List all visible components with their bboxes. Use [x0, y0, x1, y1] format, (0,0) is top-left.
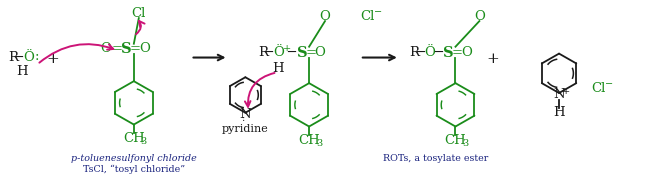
Text: ─: ─	[287, 46, 295, 59]
Text: O: O	[461, 46, 472, 59]
Text: CH: CH	[123, 132, 145, 145]
Text: R: R	[258, 46, 268, 59]
Text: O: O	[139, 42, 150, 55]
Text: O: O	[315, 46, 325, 59]
Text: =: =	[129, 42, 140, 55]
Text: Ö: Ö	[273, 46, 284, 59]
Text: H: H	[17, 65, 28, 78]
Text: TsCl, “tosyl chloride”: TsCl, “tosyl chloride”	[83, 164, 185, 174]
Text: R: R	[410, 46, 420, 59]
Text: ─: ─	[264, 46, 272, 59]
Text: ─: ─	[434, 46, 442, 59]
Text: CH: CH	[445, 134, 466, 147]
Text: 3: 3	[141, 137, 147, 146]
Text: −: −	[374, 8, 382, 17]
Text: Ö: Ö	[424, 46, 435, 59]
Text: −: −	[605, 80, 613, 89]
Text: +: +	[562, 87, 570, 96]
Text: =: =	[452, 46, 463, 59]
Text: O: O	[319, 10, 331, 23]
Text: +: +	[46, 52, 60, 65]
Text: ─: ─	[416, 46, 424, 59]
Text: :: :	[242, 114, 245, 123]
Text: pyridine: pyridine	[222, 125, 269, 134]
Text: =: =	[112, 42, 122, 55]
Text: R: R	[9, 51, 19, 64]
Text: +: +	[283, 44, 291, 53]
Text: ROTs, a tosylate ester: ROTs, a tosylate ester	[383, 154, 488, 163]
Text: 3: 3	[462, 139, 469, 148]
Text: S: S	[121, 42, 131, 56]
Text: +: +	[486, 52, 499, 65]
Text: N: N	[553, 88, 565, 102]
Text: H: H	[272, 62, 284, 75]
Text: O: O	[474, 10, 485, 23]
Text: Cl: Cl	[131, 7, 146, 20]
Text: :: :	[35, 50, 39, 63]
Text: O: O	[100, 42, 112, 55]
Text: ─: ─	[15, 51, 23, 64]
Text: 3: 3	[316, 139, 322, 148]
Text: Cl: Cl	[361, 10, 375, 23]
Text: N: N	[240, 108, 251, 121]
Text: Cl: Cl	[592, 82, 606, 95]
Text: CH: CH	[298, 134, 320, 147]
Text: p-toluenesulfonyl chloride: p-toluenesulfonyl chloride	[71, 154, 197, 163]
Text: H: H	[553, 106, 565, 119]
Text: Ö: Ö	[23, 51, 34, 64]
Text: S: S	[443, 46, 454, 60]
Text: S: S	[297, 46, 307, 60]
Text: =: =	[305, 46, 317, 59]
